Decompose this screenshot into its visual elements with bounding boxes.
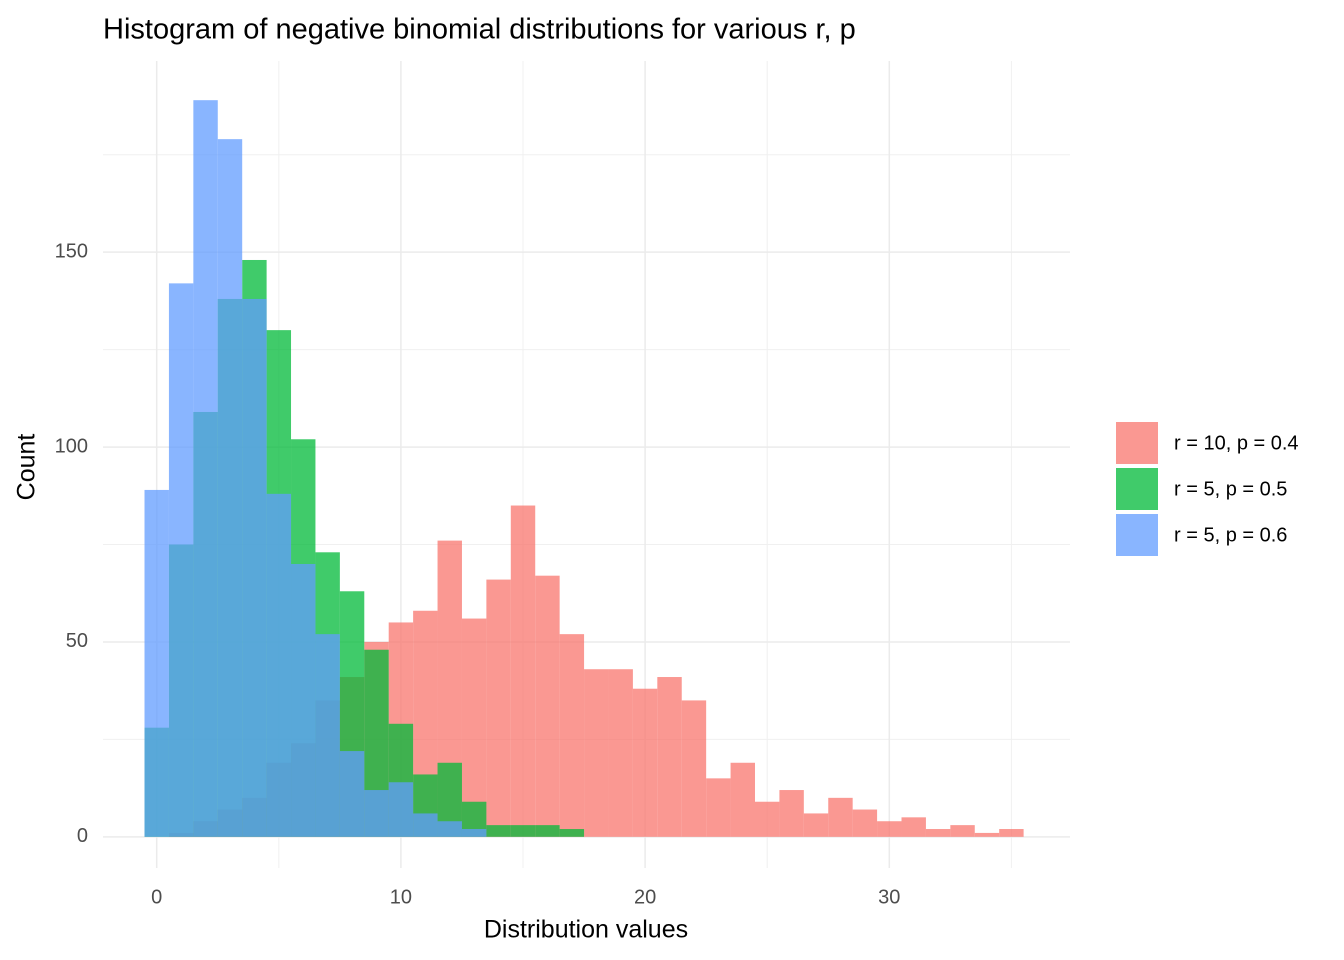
y-axis-title: Count	[13, 434, 41, 501]
histogram-bar	[925, 829, 951, 837]
histogram-bar	[706, 778, 731, 837]
histogram-bar	[486, 579, 511, 837]
histogram-bar	[584, 669, 609, 837]
histogram-bar	[681, 700, 707, 837]
y-tick-label: 50	[66, 630, 88, 652]
histogram-bar	[339, 751, 365, 837]
chart-title: Histogram of negative binomial distribut…	[103, 14, 856, 46]
y-tick-label: 100	[55, 435, 88, 457]
histogram-bar	[632, 688, 658, 837]
histogram-bar	[388, 782, 414, 837]
y-tick-label: 0	[77, 825, 88, 847]
histogram-bar	[510, 825, 536, 837]
x-tick-label: 0	[151, 886, 162, 908]
histogram-bar	[315, 634, 340, 837]
legend-label: r = 5, p = 0.6	[1174, 524, 1287, 546]
legend-label: r = 5, p = 0.5	[1174, 478, 1287, 500]
legend-key	[1116, 422, 1158, 464]
histogram-bar	[608, 669, 633, 837]
histogram-bar	[437, 821, 462, 837]
histogram-bar	[144, 489, 169, 837]
histogram-bar	[535, 825, 560, 837]
histogram-bar	[828, 797, 853, 837]
histogram-bar	[364, 790, 389, 837]
histogram-bar	[461, 829, 487, 837]
histogram-bar	[486, 825, 511, 837]
histogram-bar	[657, 677, 682, 837]
histogram-bar	[510, 505, 536, 837]
histogram-bar	[901, 817, 926, 837]
x-tick-label: 10	[390, 886, 412, 908]
histogram-bar	[559, 829, 585, 837]
histogram-bar	[217, 139, 243, 837]
histogram-bar	[193, 100, 218, 837]
histogram-bar	[168, 283, 194, 837]
histogram-bar	[754, 801, 780, 837]
x-axis-title: Distribution values	[484, 916, 688, 944]
histogram-bar	[291, 563, 316, 837]
x-tick-label: 30	[878, 886, 900, 908]
histogram-bar	[559, 634, 585, 837]
histogram-bar	[877, 821, 902, 837]
histogram-bar	[535, 575, 560, 837]
histogram-bar	[974, 832, 1000, 837]
histogram-bar	[242, 298, 267, 837]
histogram-bar	[852, 809, 878, 837]
legend-label: r = 10, p = 0.4	[1174, 432, 1299, 454]
histogram-bar	[803, 813, 829, 837]
histogram-bar	[266, 493, 292, 837]
x-tick-label: 20	[634, 886, 656, 908]
y-tick-label: 150	[55, 240, 88, 262]
histogram-bar	[461, 618, 487, 837]
legend-key	[1116, 514, 1158, 556]
histogram-bar	[413, 813, 438, 837]
histogram-bar	[730, 762, 755, 837]
histogram-bar	[779, 790, 804, 837]
legend-key	[1116, 468, 1158, 510]
histogram-bar	[950, 825, 975, 837]
histogram-bar	[999, 829, 1024, 837]
